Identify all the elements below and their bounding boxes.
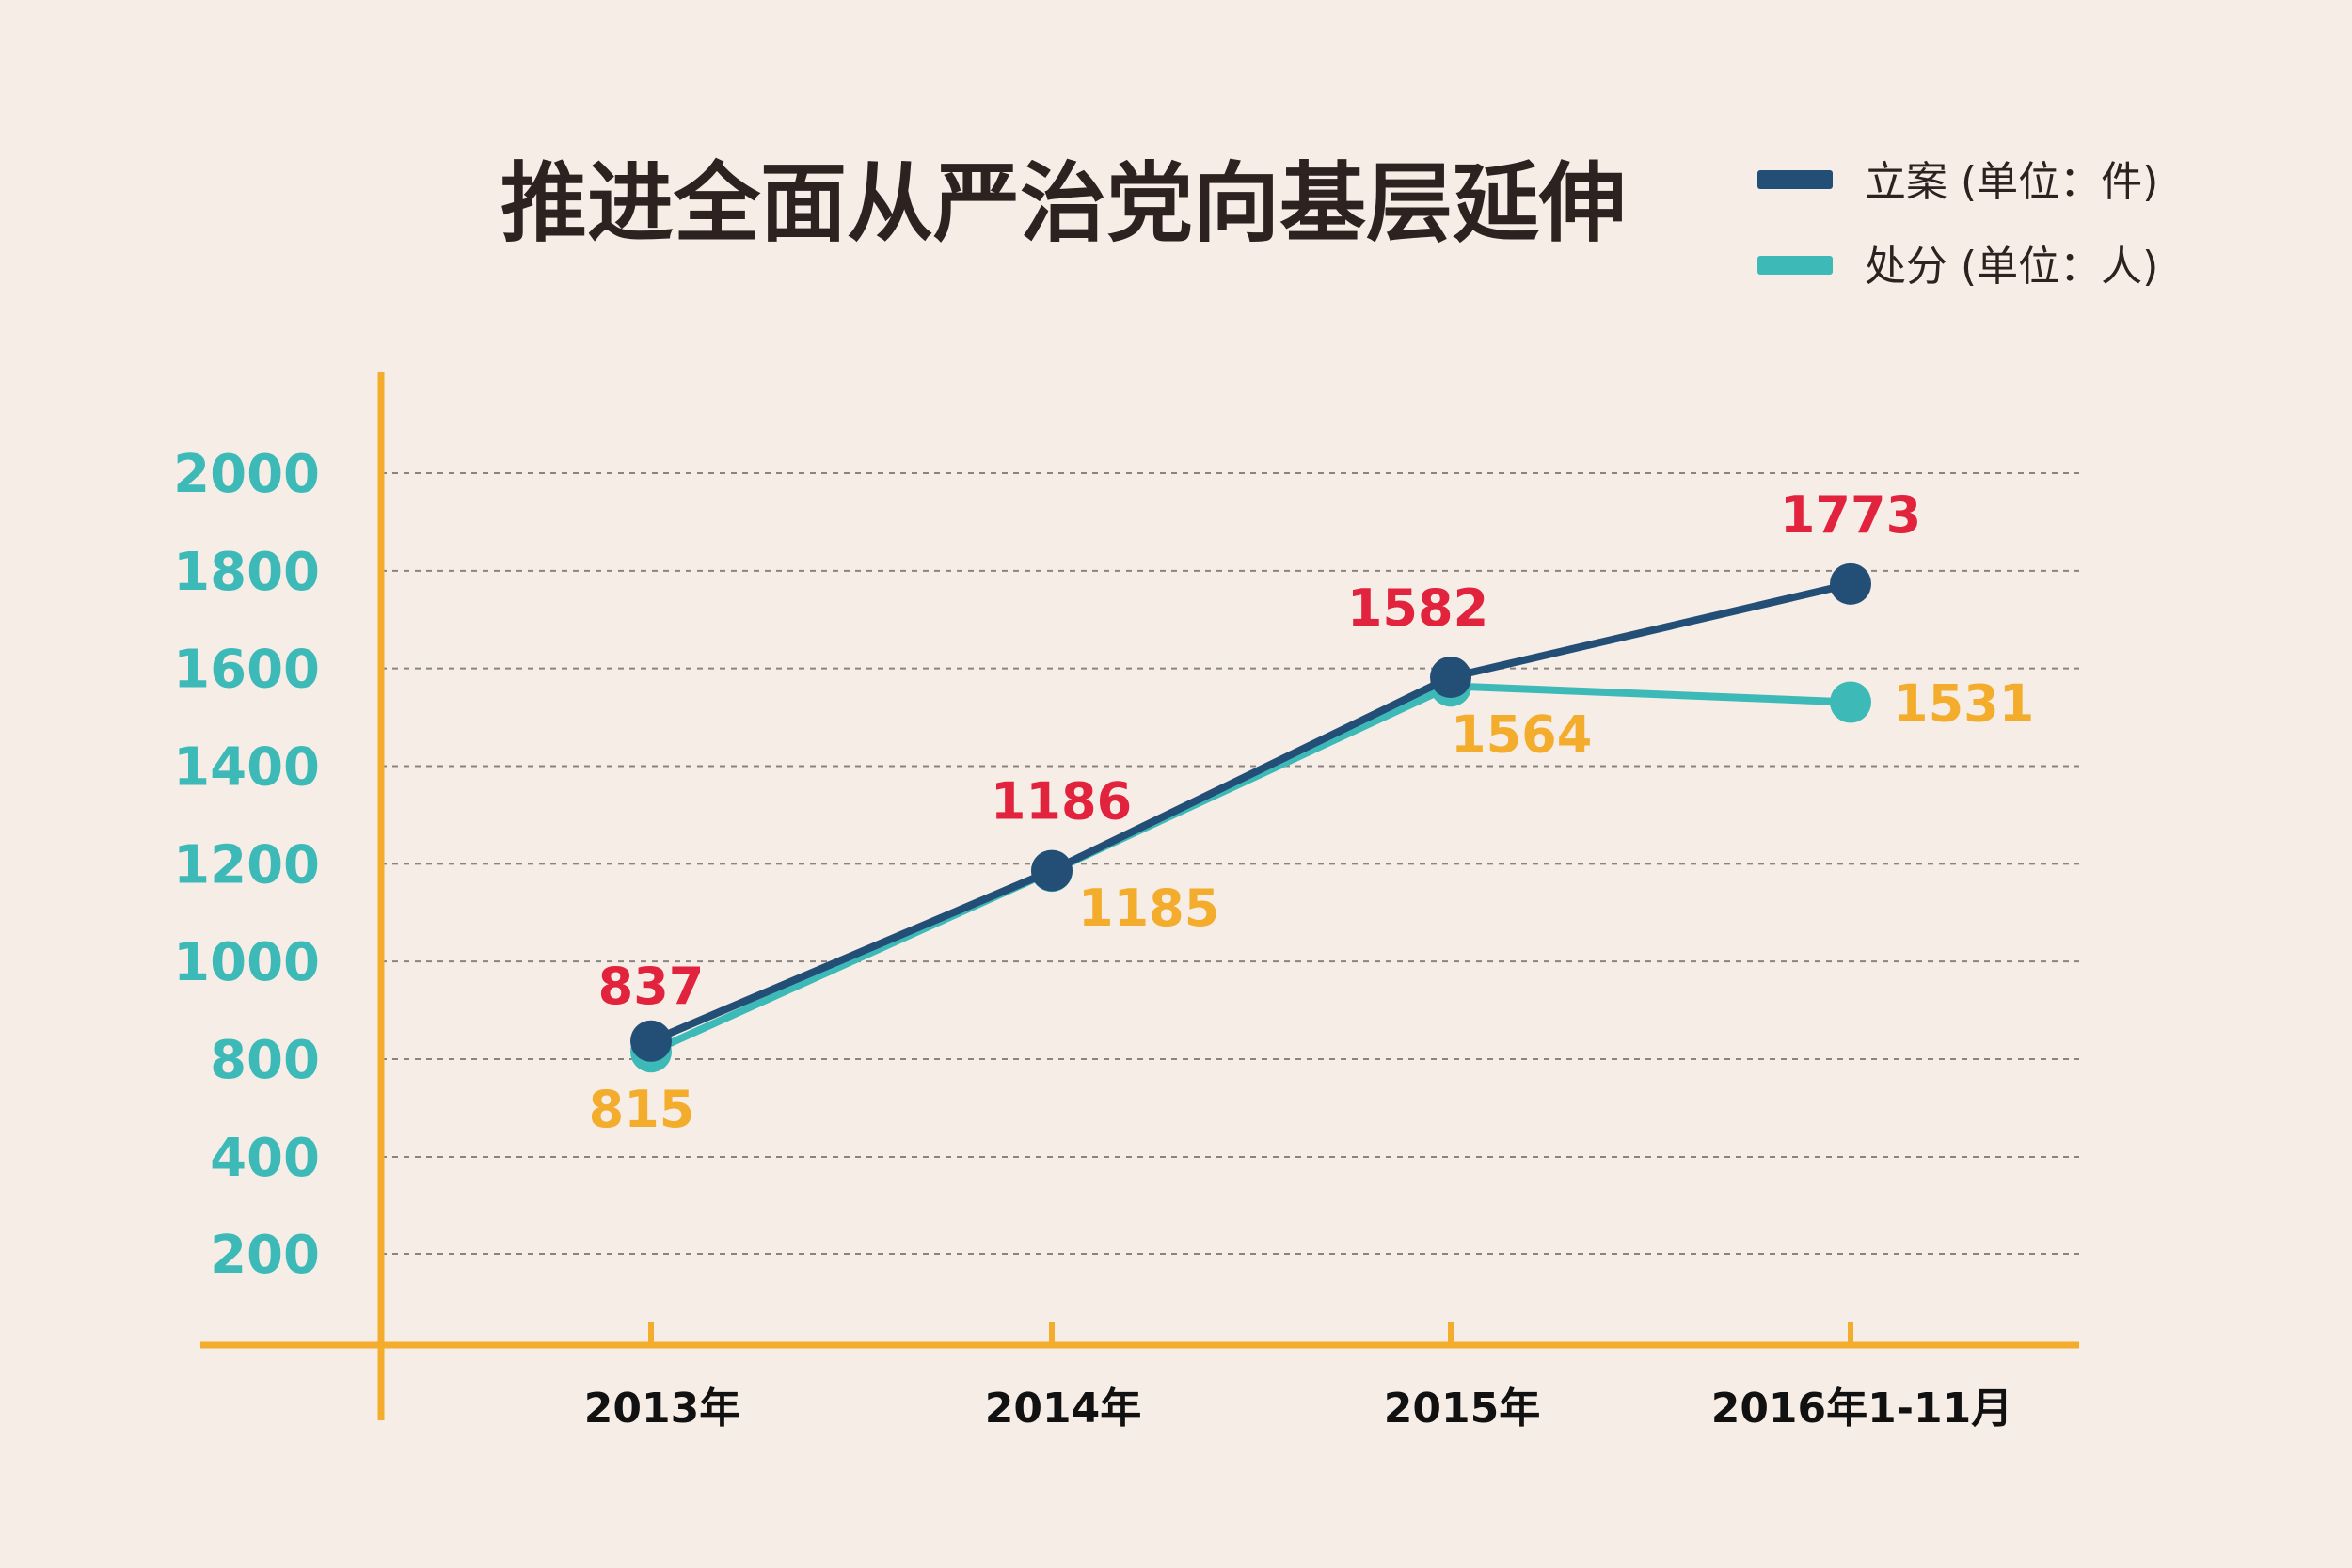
data-label-punishment: 1564 — [1451, 705, 1592, 764]
data-point-filing — [1031, 849, 1073, 892]
x-tick-label: 2015年 — [1384, 1385, 1540, 1433]
axes — [200, 372, 2079, 1420]
x-tick-label: 2013年 — [584, 1385, 740, 1433]
y-tick-label: 200 — [210, 1225, 320, 1286]
data-label-filing: 1773 — [1780, 485, 1921, 545]
data-point-filing — [1430, 657, 1471, 699]
data-label-punishment: 815 — [589, 1080, 695, 1139]
y-tick-label: 1200 — [173, 834, 320, 895]
series-lines — [630, 562, 1871, 1073]
legend-item-punishment: 处分 (单位：人) — [1757, 243, 2158, 291]
y-tick-label: 2000 — [173, 444, 320, 505]
legend-label-filing: 立案 (单位：件) — [1865, 158, 2158, 206]
chart-title: 推进全面从严治党向基层延伸 — [501, 153, 1626, 254]
y-axis-ticks: 200 400 800 1000 1200 1400 1600 1800 2000 — [173, 444, 320, 1286]
data-point-filing — [1830, 562, 1871, 605]
y-tick-label: 1600 — [173, 640, 320, 701]
y-tick-label: 1800 — [173, 542, 320, 603]
y-tick-label: 400 — [210, 1128, 320, 1189]
y-tick-label: 1400 — [173, 737, 320, 799]
legend-swatch-filing — [1757, 170, 1833, 189]
legend-item-filing: 立案 (单位：件) — [1757, 158, 2158, 206]
data-label-filing: 837 — [598, 957, 705, 1016]
data-label-filing: 1186 — [991, 772, 1132, 832]
data-label-punishment: 1531 — [1893, 673, 2034, 733]
series-line-filing — [649, 579, 1851, 1045]
series-line-punishment — [649, 682, 1851, 1055]
legend: 立案 (单位：件) 处分 (单位：人) — [1757, 158, 2158, 291]
data-labels: 837 1186 1582 1773 815 1185 1564 1531 — [589, 485, 2035, 1139]
x-tick-label: 2014年 — [985, 1385, 1141, 1433]
data-label-filing: 1582 — [1347, 578, 1488, 638]
data-point-punishment — [1830, 681, 1871, 723]
y-tick-label: 1000 — [173, 932, 320, 993]
data-label-punishment: 1185 — [1078, 879, 1219, 938]
data-point-filing — [630, 1020, 672, 1062]
legend-swatch-punishment — [1757, 256, 1833, 275]
legend-label-punishment: 处分 (单位：人) — [1865, 243, 2158, 291]
x-axis-ticks: 2013年 2014年 2015年 2016年1-11月 — [584, 1322, 2013, 1433]
y-tick-label: 800 — [210, 1030, 320, 1091]
x-tick-label: 2016年1-11月 — [1711, 1385, 2013, 1433]
